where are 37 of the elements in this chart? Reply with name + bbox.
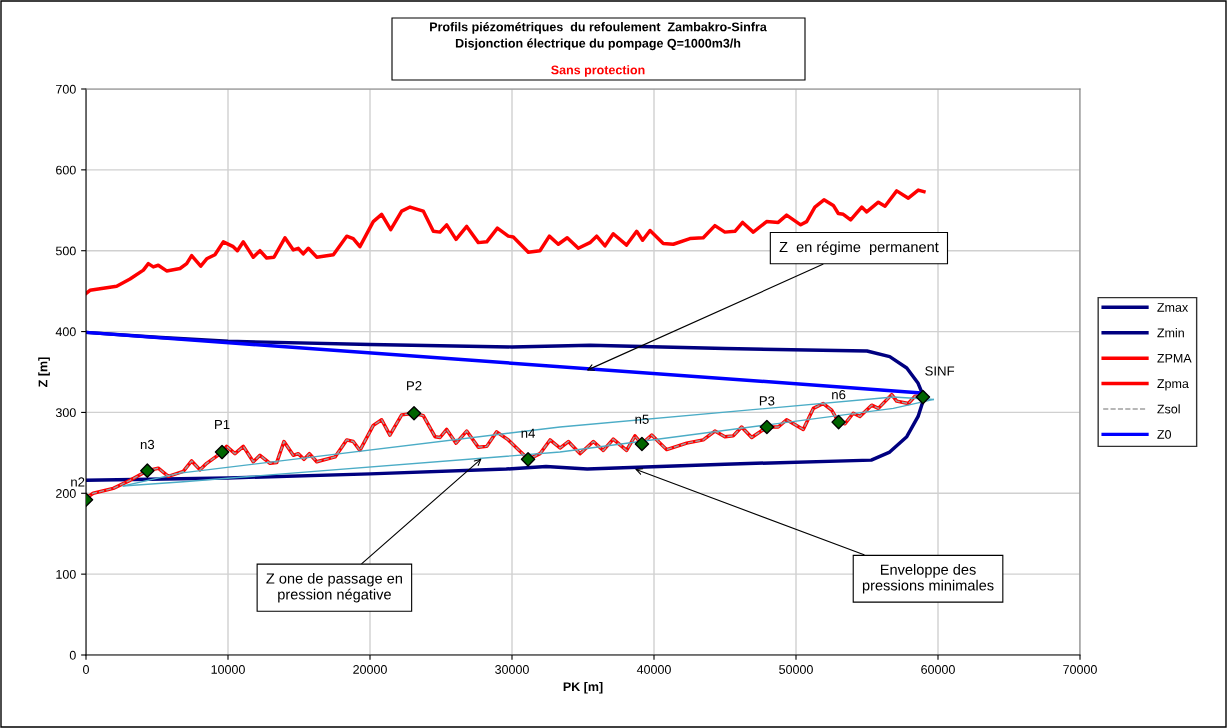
- x-tick-label: 70000: [1063, 665, 1097, 674]
- annotation: Z one de passage en pression négative: [266, 572, 402, 603]
- x-tick-label: 60000: [921, 665, 955, 674]
- y-tick-label: 400: [55, 327, 76, 337]
- chart-title: Profils piézométriques du refoulement Zambakro-Sinfra Disjonction électrique du pompage Q=1000m3/h: [430, 22, 767, 51]
- y-tick-label: 700: [56, 84, 76, 94]
- legend-label: ZPMA: [1157, 353, 1192, 363]
- x-tick-label: 10000: [211, 665, 245, 674]
- chart-subtitle: Sans protection: [551, 65, 645, 77]
- annotation: P1: [215, 419, 230, 430]
- annotation: P3: [759, 396, 775, 406]
- x-tick-label: 40000: [636, 665, 671, 674]
- annotation: Enveloppe des pressions minimales: [862, 564, 994, 594]
- annotation: n6: [832, 389, 846, 400]
- y-axis-title: Z [m]: [38, 357, 50, 387]
- annotation: P2: [407, 381, 422, 391]
- legend-label: Zmin: [1157, 328, 1184, 338]
- annotation: n4: [521, 428, 535, 438]
- y-tick-label: 600: [56, 165, 76, 175]
- x-tick-label: 30000: [495, 665, 529, 674]
- y-tick-label: 300: [55, 408, 76, 418]
- legend-label: Zmax: [1157, 303, 1189, 312]
- legend-label: Zsol: [1157, 404, 1180, 414]
- y-tick-label: 500: [55, 246, 76, 256]
- x-axis-title: PK [m]: [563, 681, 603, 694]
- x-tick-label: 20000: [353, 665, 387, 674]
- annotation: n3: [140, 439, 155, 450]
- y-tick-label: 0: [69, 650, 76, 660]
- y-tick-label: 200: [56, 489, 76, 498]
- x-tick-label: 0: [83, 665, 89, 674]
- annotation: n2: [71, 477, 85, 487]
- annotation: Z en régime permanent: [779, 241, 939, 256]
- annotation: SINF: [925, 366, 955, 376]
- x-tick-label: 50000: [779, 665, 813, 674]
- y-tick-label: 100: [56, 569, 76, 579]
- legend-label: Zpma: [1157, 379, 1189, 391]
- legend-label: Z0: [1157, 430, 1172, 439]
